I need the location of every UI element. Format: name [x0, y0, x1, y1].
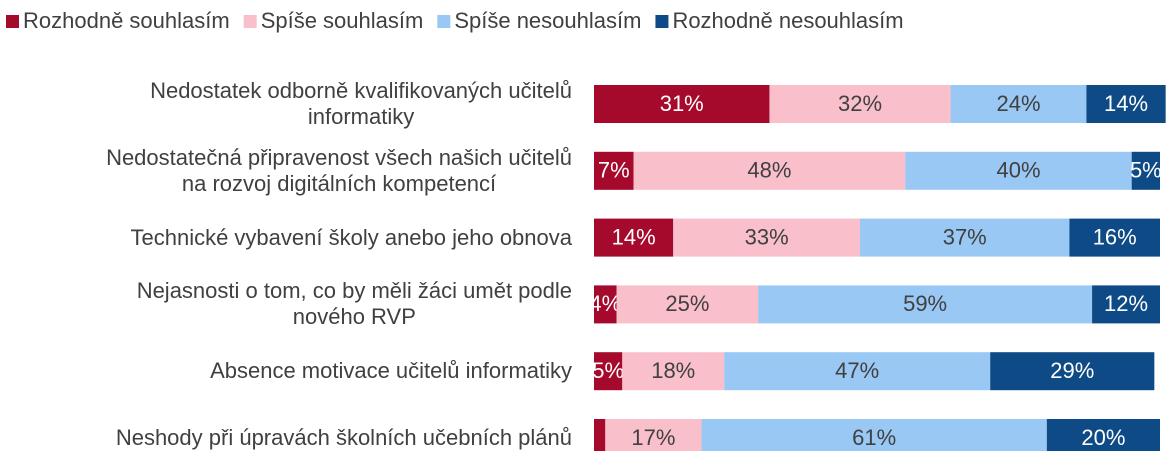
- legend-swatch: [437, 15, 451, 28]
- data-label: 18%: [651, 358, 695, 383]
- bar-segment: [1086, 85, 1166, 123]
- bar-segment: [594, 218, 674, 257]
- legend-label: Spíše souhlasím: [261, 8, 424, 33]
- bar-segment: [605, 419, 702, 451]
- data-label: 14%: [612, 224, 656, 249]
- bar-segment: [594, 285, 617, 324]
- category-label: Absence motivace učitelů informatiky: [210, 358, 572, 384]
- data-label: 59%: [903, 291, 947, 316]
- legend-label: Spíše nesouhlasím: [454, 8, 641, 33]
- data-label: 29%: [1050, 358, 1094, 383]
- legend-label: Rozhodně nesouhlasím: [672, 8, 903, 33]
- data-label: 32%: [838, 91, 882, 116]
- bar-segment: [769, 85, 951, 123]
- data-label: 40%: [996, 158, 1040, 183]
- legend-swatch: [655, 15, 669, 28]
- data-label: 12%: [1104, 291, 1148, 316]
- bar-segment: [1092, 285, 1160, 324]
- bar-segment: [616, 285, 759, 324]
- bar-segment: [594, 419, 606, 451]
- bar-segment: [594, 85, 770, 123]
- bar-segment: [1046, 419, 1160, 451]
- data-label: 48%: [747, 158, 791, 183]
- bar-segment: [1069, 218, 1160, 257]
- bar-segment: [758, 285, 1093, 324]
- data-label: 14%: [1104, 91, 1148, 116]
- bar-segment: [701, 419, 1047, 451]
- category-label: Technické vybavení školy anebo jeho obno…: [130, 224, 572, 250]
- bar-segment: [1131, 151, 1160, 190]
- data-label: 25%: [665, 291, 709, 316]
- bar-segment: [905, 151, 1132, 190]
- category-label: Nedostatečná připravenost všech našich u…: [106, 144, 572, 196]
- category-label: Neshody při úpravách školních učebních p…: [115, 425, 572, 450]
- data-label: 17%: [631, 425, 675, 450]
- bar-segment: [950, 85, 1087, 123]
- data-label: 24%: [996, 91, 1040, 116]
- data-label: 37%: [943, 224, 987, 249]
- data-label: 61%: [852, 425, 896, 450]
- data-label: 20%: [1081, 425, 1125, 450]
- bar-segment: [724, 352, 991, 391]
- legend-label: Rozhodně souhlasím: [23, 8, 230, 33]
- bar-segment: [860, 218, 1070, 257]
- bar-segment: [990, 352, 1155, 391]
- data-label: 33%: [745, 224, 789, 249]
- bar-segment: [622, 352, 725, 391]
- data-label: 5%: [1130, 158, 1162, 183]
- category-label: Nedostatek odborně kvalifikovaných učite…: [150, 78, 572, 129]
- legend-swatch: [6, 15, 19, 28]
- bar-segment: [673, 218, 861, 257]
- category-label: Nejasnosti o tom, co by měli žáci umět p…: [136, 278, 572, 330]
- legend-swatch: [243, 15, 257, 28]
- data-label: 16%: [1093, 224, 1137, 249]
- bar-segment: [633, 151, 906, 190]
- data-label: 47%: [835, 358, 879, 383]
- data-label: 7%: [598, 158, 630, 183]
- data-label: 4%: [589, 291, 621, 316]
- bar-segment: [594, 151, 634, 190]
- data-label: 31%: [660, 91, 704, 116]
- data-label: 5%: [592, 358, 624, 383]
- bar-segment: [594, 352, 623, 391]
